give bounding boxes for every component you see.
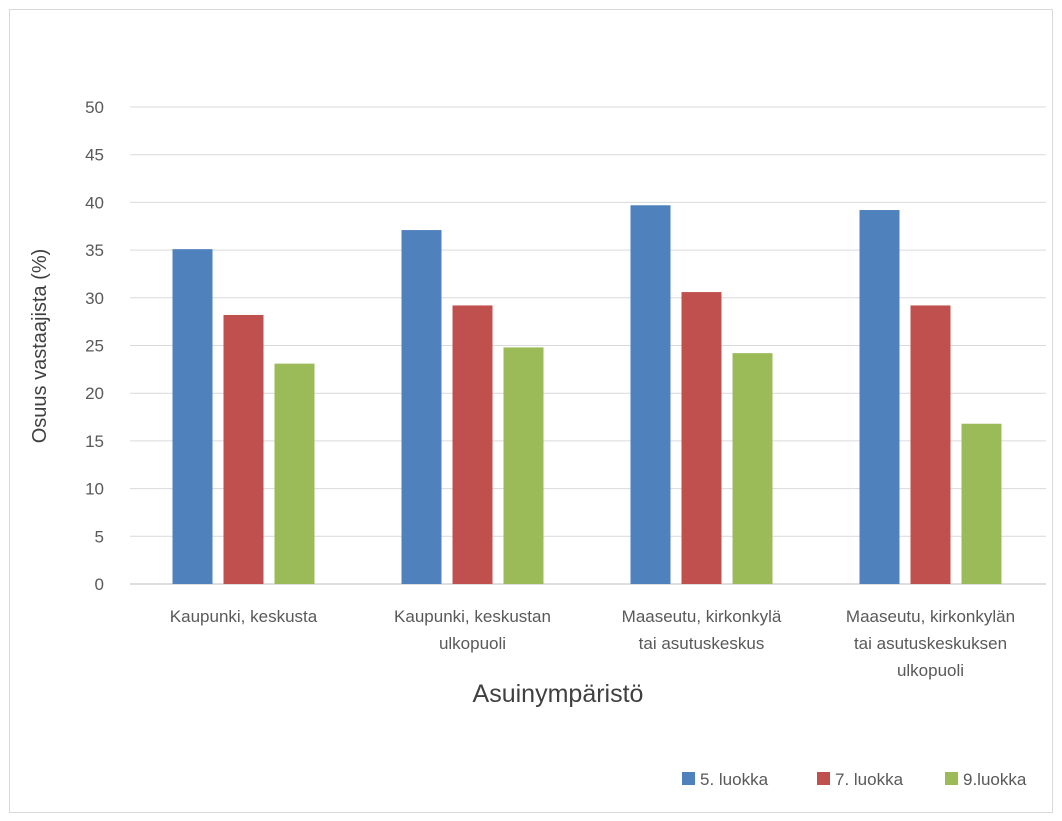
bar bbox=[860, 210, 900, 584]
x-tick-label: ulkopuoli bbox=[439, 634, 506, 653]
y-tick-label: 20 bbox=[85, 384, 104, 403]
bar bbox=[962, 424, 1002, 584]
y-tick-label: 50 bbox=[85, 98, 104, 117]
bar bbox=[275, 364, 315, 584]
y-axis-ticks: 0 5 10 15 20 25 30 35 40 45 50 bbox=[85, 98, 104, 594]
bars bbox=[173, 205, 1002, 584]
y-tick-label: 10 bbox=[85, 480, 104, 499]
y-tick-label: 5 bbox=[95, 527, 104, 546]
legend-swatch bbox=[945, 772, 958, 785]
bar bbox=[173, 249, 213, 584]
y-tick-label: 25 bbox=[85, 337, 104, 356]
x-tick-label: Maaseutu, kirkonkylän bbox=[846, 607, 1015, 626]
x-tick-label: Kaupunki, keskusta bbox=[170, 607, 318, 626]
bar bbox=[631, 205, 671, 584]
legend: 5. luokka 7. luokka 9.luokka bbox=[682, 770, 1027, 789]
gridlines bbox=[130, 107, 1046, 584]
bar bbox=[224, 315, 264, 584]
y-tick-label: 15 bbox=[85, 432, 104, 451]
x-axis-ticks: Kaupunki, keskusta Kaupunki, keskustan ulk… bbox=[170, 607, 1015, 680]
y-tick-label: 45 bbox=[85, 146, 104, 165]
y-tick-label: 40 bbox=[85, 193, 104, 212]
x-tick-label: tai asutuskeskus bbox=[639, 634, 765, 653]
x-tick-label: tai asutuskeskuksen bbox=[854, 634, 1007, 653]
y-tick-label: 30 bbox=[85, 289, 104, 308]
legend-swatch bbox=[682, 772, 695, 785]
bar bbox=[453, 305, 493, 584]
y-tick-label: 35 bbox=[85, 241, 104, 260]
bar bbox=[911, 305, 951, 584]
legend-label: 9.luokka bbox=[963, 770, 1027, 789]
legend-label: 7. luokka bbox=[835, 770, 904, 789]
x-tick-label: Kaupunki, keskustan bbox=[394, 607, 551, 626]
x-tick-label: Maaseutu, kirkonkylä bbox=[622, 607, 782, 626]
bar bbox=[504, 347, 544, 584]
legend-label: 5. luokka bbox=[700, 770, 769, 789]
bar bbox=[733, 353, 773, 584]
legend-swatch bbox=[817, 772, 830, 785]
bar bbox=[402, 230, 442, 584]
x-tick-label: ulkopuoli bbox=[897, 661, 964, 680]
y-tick-label: 0 bbox=[95, 575, 104, 594]
x-axis-label: Asuinympäristö bbox=[473, 680, 644, 708]
y-axis-label: Osuus vastaajista (%) bbox=[29, 249, 51, 444]
bar bbox=[682, 292, 722, 584]
